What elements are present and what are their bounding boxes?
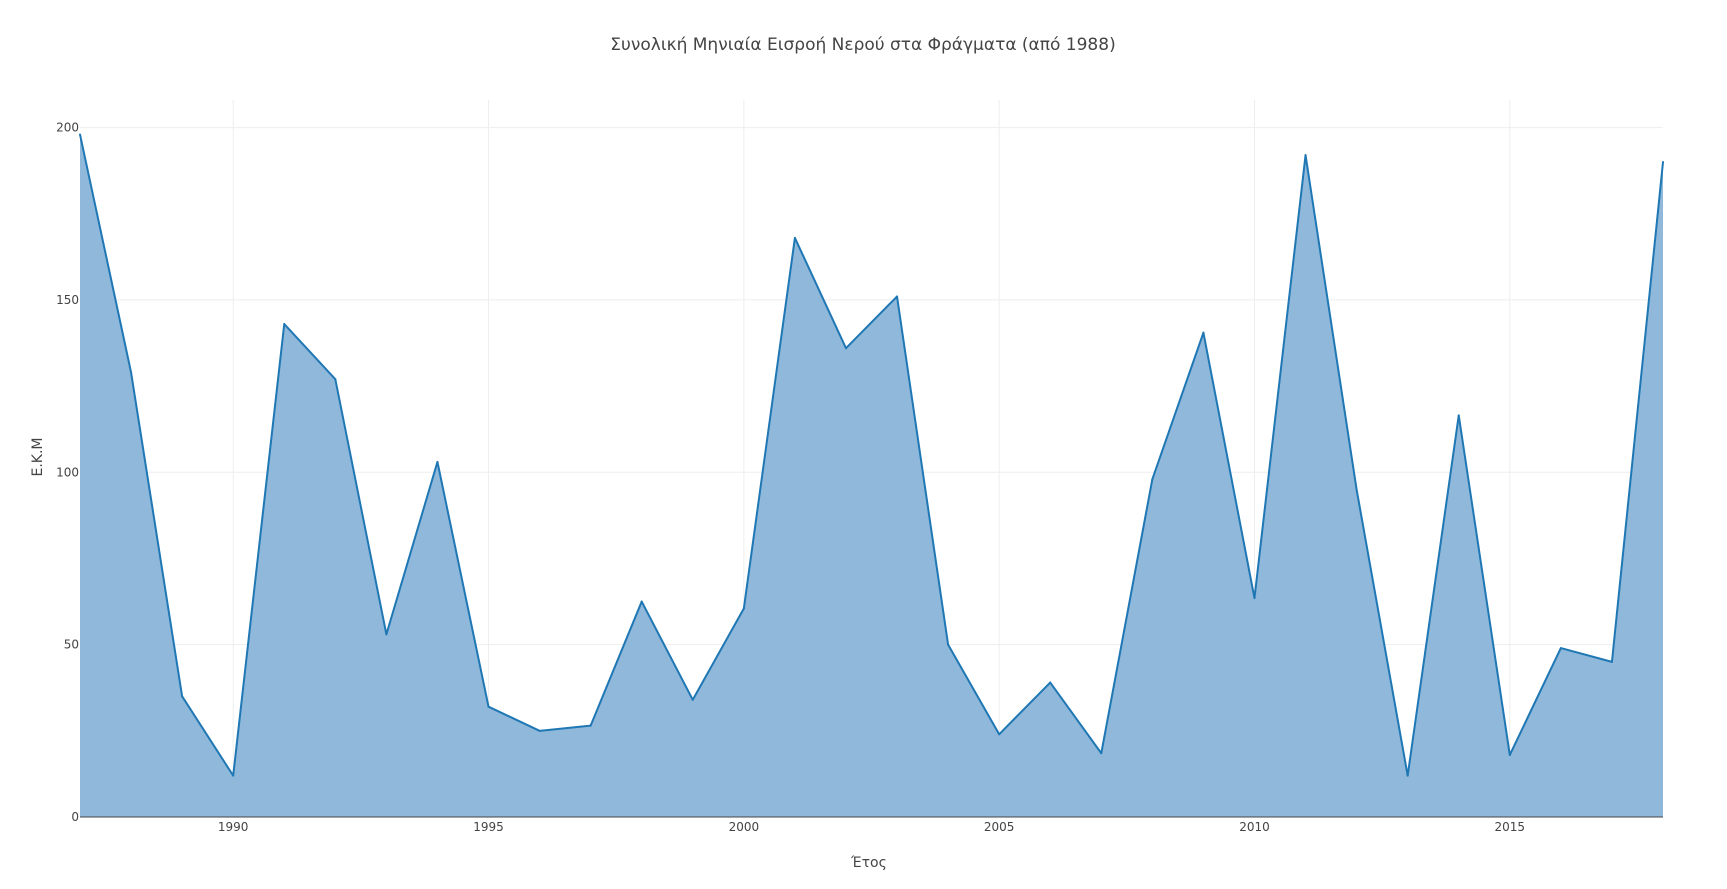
data-point xyxy=(998,733,1001,736)
area-series xyxy=(79,133,1664,818)
data-point xyxy=(487,705,490,708)
x-tick-label: 1990 xyxy=(218,820,249,834)
data-point xyxy=(1202,331,1205,334)
data-point xyxy=(436,460,439,463)
data-point xyxy=(1355,488,1358,491)
data-point xyxy=(181,695,184,698)
data-point xyxy=(334,378,337,381)
data-point xyxy=(844,347,847,350)
data-point xyxy=(130,371,133,374)
data-point xyxy=(1304,154,1307,157)
y-tick-label: 0 xyxy=(71,810,79,824)
data-point xyxy=(793,236,796,239)
data-point xyxy=(947,643,950,646)
data-point xyxy=(1559,647,1562,650)
x-axis-title: Έτος xyxy=(850,855,887,871)
data-point xyxy=(1662,161,1664,164)
y-tick-label: 150 xyxy=(56,293,79,307)
x-tick-label: 2015 xyxy=(1495,820,1526,834)
data-point xyxy=(79,133,81,136)
series-line xyxy=(79,134,1664,777)
data-point xyxy=(1151,478,1154,481)
data-point xyxy=(1457,414,1460,417)
x-tick-label: 2010 xyxy=(1239,820,1270,834)
y-tick-label: 100 xyxy=(56,465,79,479)
data-point xyxy=(1508,753,1511,756)
data-point xyxy=(640,600,643,603)
data-point xyxy=(1049,681,1052,684)
x-tick-label: 1995 xyxy=(473,820,504,834)
data-point xyxy=(538,729,541,732)
data-point xyxy=(589,724,592,727)
data-point xyxy=(896,295,899,298)
y-axis-title: Ε.Κ.Μ xyxy=(30,437,46,476)
data-point xyxy=(283,323,286,326)
data-point xyxy=(1100,752,1103,755)
data-point xyxy=(742,607,745,610)
data-point xyxy=(1610,660,1613,663)
data-point xyxy=(232,774,235,777)
data-point xyxy=(1253,597,1256,600)
area-fill xyxy=(80,134,1663,818)
y-tick-label: 50 xyxy=(64,638,79,652)
x-tick-label: 2005 xyxy=(984,820,1015,834)
y-tick-label: 200 xyxy=(56,121,79,135)
x-tick-label: 2000 xyxy=(729,820,760,834)
chart-title: Συνολική Μηνιαία Εισροή Νερού στα Φράγμα… xyxy=(610,35,1115,55)
data-point xyxy=(385,633,388,636)
axes: 1990 1995 2000 2005 2010 2015 0 50 100 150 200 xyxy=(56,121,1663,834)
data-point xyxy=(691,698,694,701)
data-point xyxy=(1406,774,1409,777)
